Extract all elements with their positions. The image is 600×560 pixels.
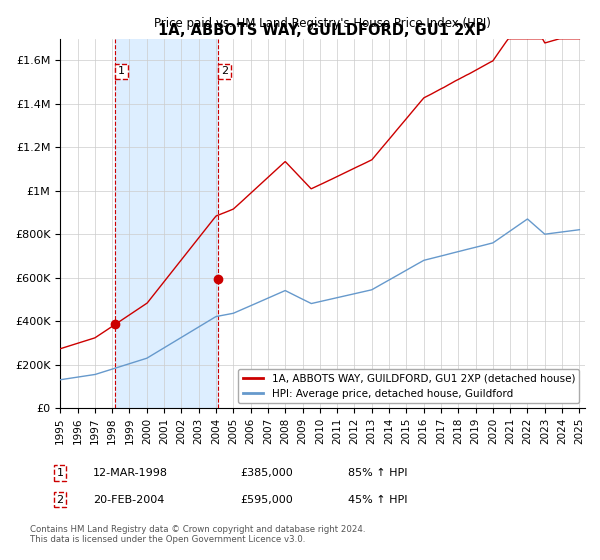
Text: 45% ↑ HPI: 45% ↑ HPI <box>348 494 407 505</box>
Text: Price paid vs. HM Land Registry's House Price Index (HPI): Price paid vs. HM Land Registry's House … <box>154 17 491 30</box>
Text: £385,000: £385,000 <box>240 468 293 478</box>
Text: 2: 2 <box>56 494 64 505</box>
Legend: 1A, ABBOTS WAY, GUILDFORD, GU1 2XP (detached house), HPI: Average price, detache: 1A, ABBOTS WAY, GUILDFORD, GU1 2XP (deta… <box>238 369 580 403</box>
Text: 1: 1 <box>56 468 64 478</box>
Bar <box>115 39 218 408</box>
Text: 2: 2 <box>221 66 228 76</box>
Text: 85% ↑ HPI: 85% ↑ HPI <box>348 468 407 478</box>
Text: 20-FEB-2004: 20-FEB-2004 <box>93 494 164 505</box>
Text: 12-MAR-1998: 12-MAR-1998 <box>93 468 168 478</box>
Text: Contains HM Land Registry data © Crown copyright and database right 2024.
This d: Contains HM Land Registry data © Crown c… <box>30 525 365 544</box>
Text: 1: 1 <box>118 66 125 76</box>
Text: £595,000: £595,000 <box>240 494 293 505</box>
Title: 1A, ABBOTS WAY, GUILDFORD, GU1 2XP: 1A, ABBOTS WAY, GUILDFORD, GU1 2XP <box>158 22 487 38</box>
